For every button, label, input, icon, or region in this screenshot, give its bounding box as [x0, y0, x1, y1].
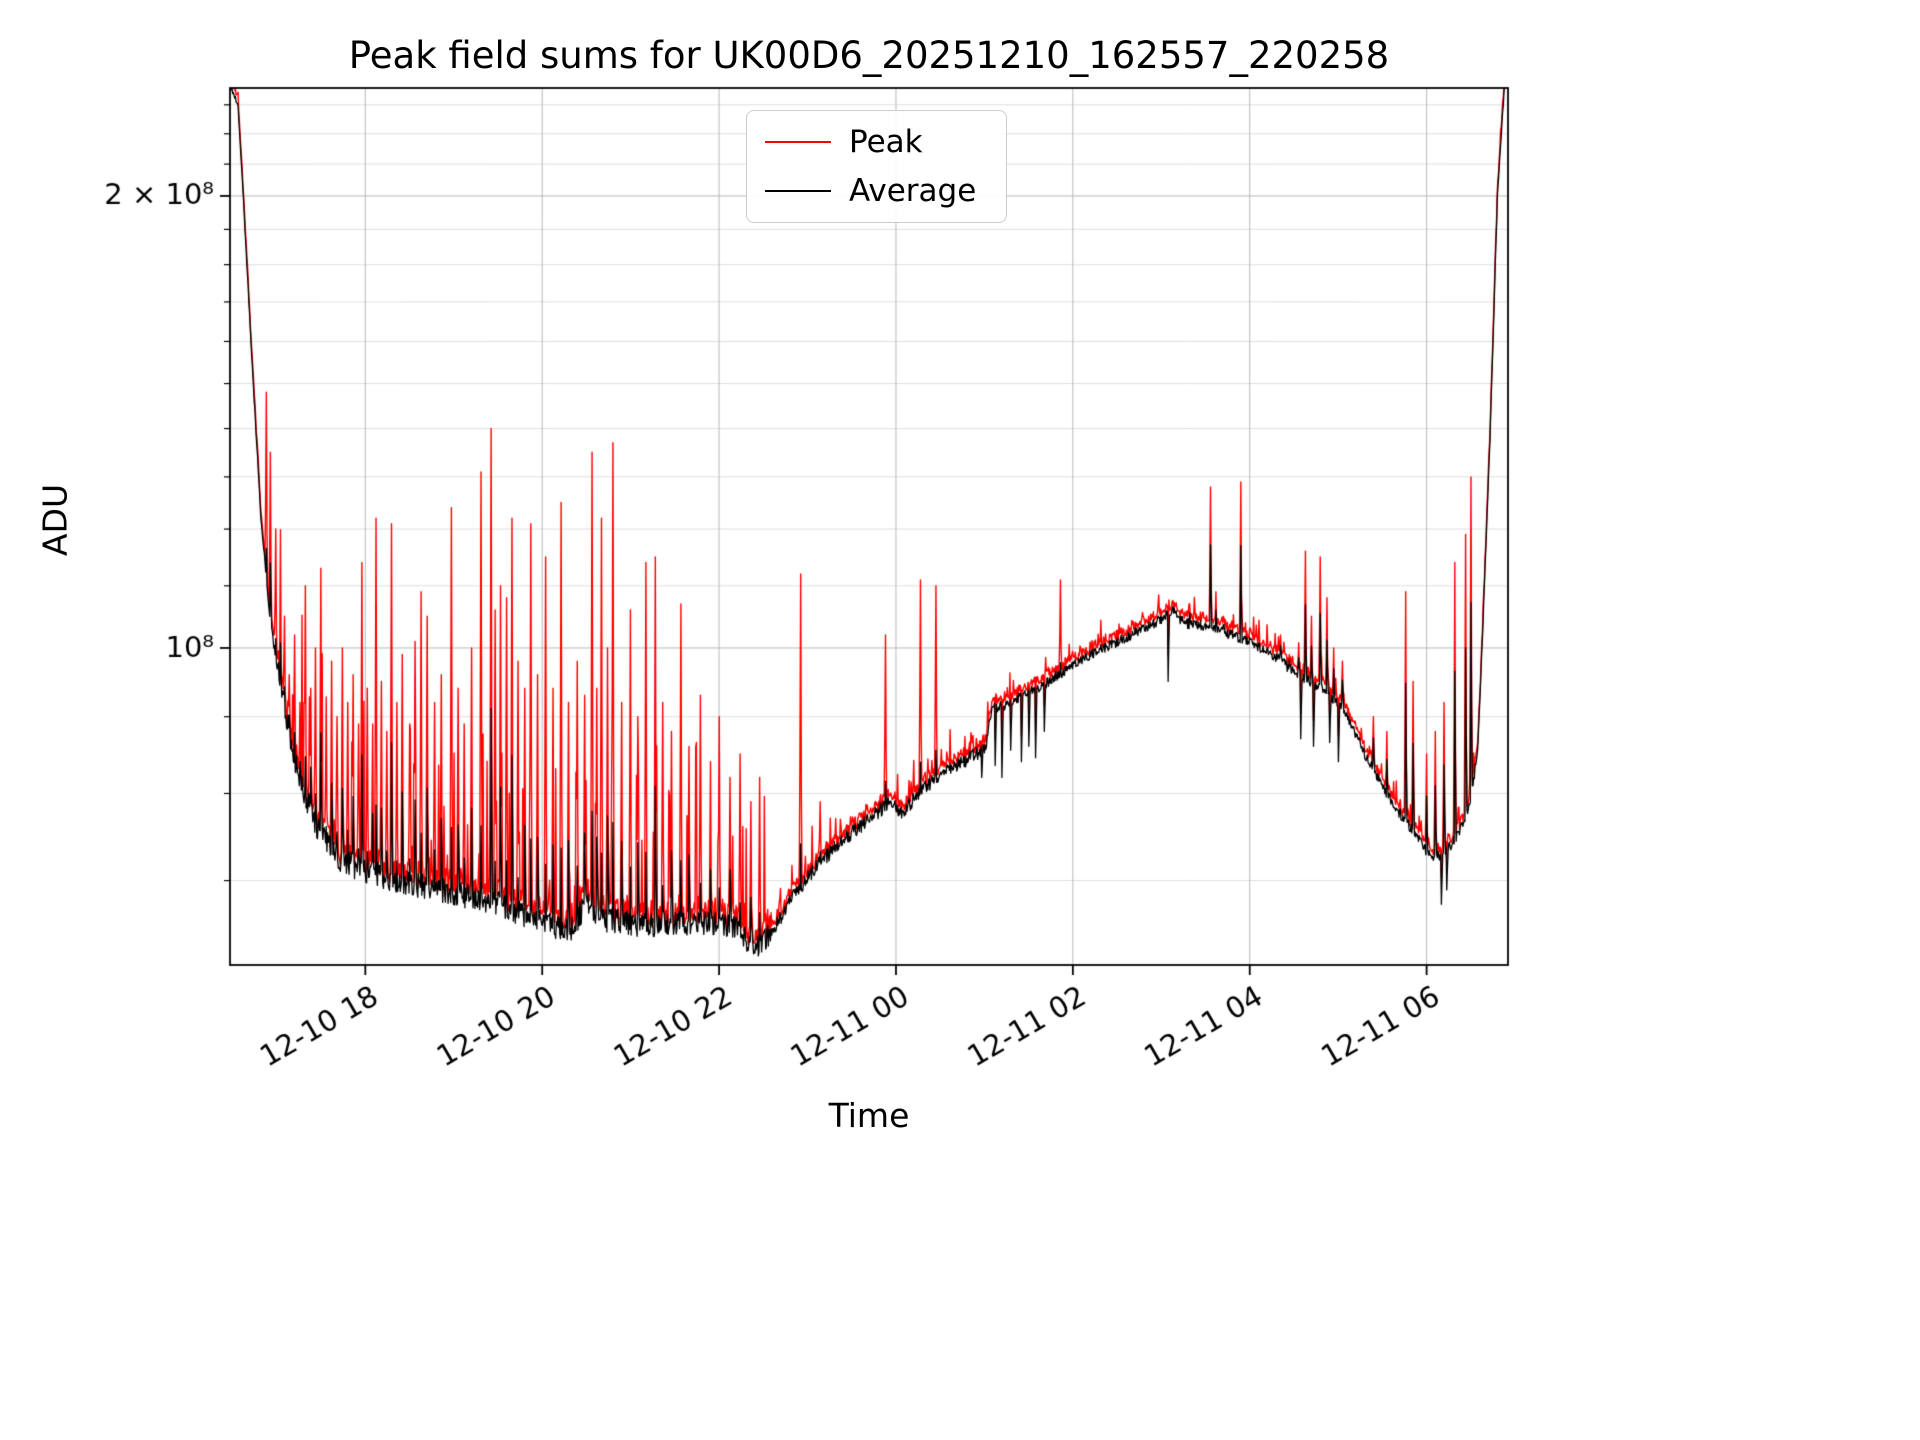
peak-line-swatch	[765, 141, 831, 144]
legend: Peak Average	[746, 110, 1008, 224]
chart-title: Peak field sums for UK00D6_20251210_1625…	[348, 34, 1390, 77]
x-axis-label: Time	[828, 1096, 910, 1135]
legend-label-peak: Peak	[849, 124, 923, 160]
y-axis-label: ADU	[35, 483, 75, 557]
legend-entry-average: Average	[765, 172, 977, 209]
legend-entry-peak: Peak	[765, 126, 976, 159]
legend-label-average: Average	[849, 172, 977, 209]
average-line-swatch	[765, 189, 831, 192]
